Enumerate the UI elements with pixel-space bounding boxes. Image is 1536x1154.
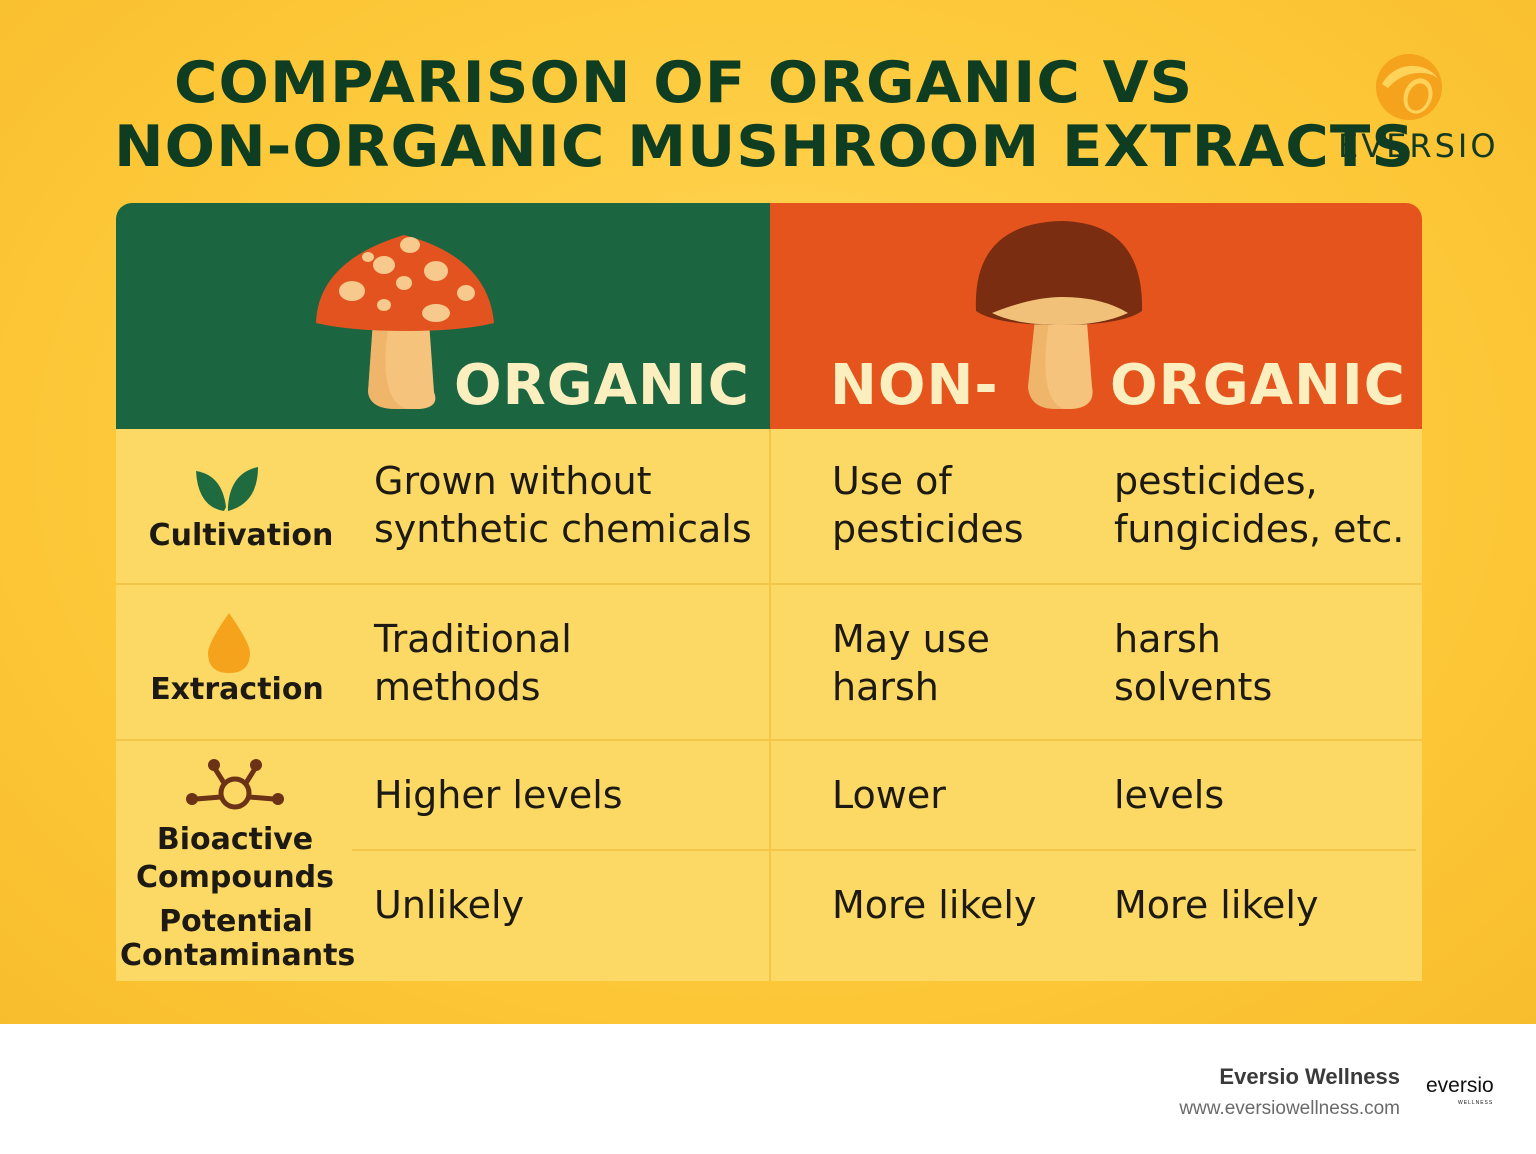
cultivation-nonorganic-b-line2: fungicides, etc. xyxy=(1114,507,1405,551)
cultivation-nonorganic-a-line2: pesticides xyxy=(832,507,1024,551)
eversio-logo-icon xyxy=(1376,54,1442,120)
category-contaminants-line2: Contaminants xyxy=(120,938,356,973)
extraction-nonorganic-a-line1: May use xyxy=(832,617,990,661)
footer: Eversio Wellness www.eversiowellness.com… xyxy=(0,1024,1536,1154)
nonorganic-header: NON- ORGANIC xyxy=(770,203,1422,429)
brand-name: EVERSIO xyxy=(1338,127,1499,165)
title-line-2: NON-ORGANIC MUSHROOM EXTRACTS xyxy=(114,114,1416,180)
nonorganic-header-label-part2: ORGANIC xyxy=(1110,353,1406,418)
footer-logo-subtitle: WELLNESS xyxy=(1458,1100,1494,1106)
bioactive-organic: Higher levels xyxy=(374,773,623,817)
title-line-1: COMPARISON OF ORGANIC VS xyxy=(174,50,1194,116)
nonorganic-header-label-part1: NON- xyxy=(830,353,999,418)
comparison-table: ORGANIC NON- ORGANIC Cultivation Grow xyxy=(116,203,1422,981)
footer-company-name: Eversio Wellness xyxy=(1219,1064,1400,1089)
contaminants-nonorganic-a: More likely xyxy=(832,883,1037,927)
category-bioactive-line2: Compounds xyxy=(135,860,335,895)
organic-header-label: ORGANIC xyxy=(454,353,750,418)
nonorganic-mushroom-icon xyxy=(975,221,1143,409)
leaf-icon xyxy=(196,467,258,511)
bioactive-nonorganic-b: levels xyxy=(1114,773,1225,817)
category-extraction: Extraction xyxy=(150,672,324,707)
extraction-nonorganic-b-line2: solvents xyxy=(1114,665,1273,709)
footer-website-link[interactable]: www.eversiowellness.com xyxy=(1179,1098,1400,1119)
cultivation-organic-line2: synthetic chemicals xyxy=(374,507,752,551)
bioactive-nonorganic-a: Lower xyxy=(832,773,946,817)
organic-mushroom-icon xyxy=(316,235,494,409)
contaminants-organic: Unlikely xyxy=(374,883,525,927)
column-divider xyxy=(769,429,771,981)
droplet-icon xyxy=(208,613,250,673)
cultivation-nonorganic-a-line1: Use of xyxy=(832,459,952,503)
organic-header: ORGANIC xyxy=(116,203,770,429)
extraction-organic-line1: Traditional xyxy=(374,617,572,661)
contaminants-nonorganic-b: More likely xyxy=(1114,883,1319,927)
cultivation-nonorganic-b-line1: pesticides, xyxy=(1114,459,1318,503)
extraction-nonorganic-a-line2: harsh xyxy=(832,665,939,709)
footer-logo: eversio xyxy=(1426,1074,1494,1097)
category-contaminants-line1: Potential xyxy=(159,904,313,939)
row-divider xyxy=(352,849,1416,851)
molecule-icon xyxy=(186,759,284,810)
infographic-poster: COMPARISON OF ORGANIC VS NON-ORGANIC MUS… xyxy=(0,0,1536,1024)
cultivation-organic-line1: Grown without xyxy=(374,459,652,503)
extraction-organic-line2: methods xyxy=(374,665,541,709)
category-bioactive-line1: Bioactive xyxy=(156,822,314,857)
category-cultivation: Cultivation xyxy=(148,518,334,553)
extraction-nonorganic-b-line1: harsh xyxy=(1114,617,1221,661)
